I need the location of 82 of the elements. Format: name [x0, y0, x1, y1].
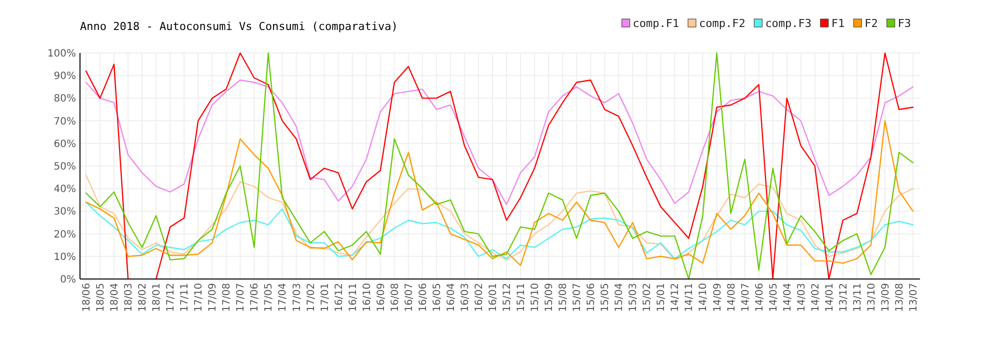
x-tick-label: 16/05 — [432, 283, 443, 312]
x-tick-label: 14/06 — [754, 283, 766, 312]
x-tick-label: 15/05 — [600, 283, 612, 312]
x-tick-label: 16/04 — [446, 283, 457, 312]
y-tick-label: 40% — [54, 184, 76, 196]
x-tick-label: 17/08 — [222, 283, 233, 312]
x-tick-label: 14/04 — [782, 283, 794, 312]
x-tick-label: 14/12 — [670, 283, 682, 312]
line-series — [85, 202, 914, 260]
x-tick-label: 13/10 — [866, 283, 878, 312]
legend-label: comp.F2 — [699, 17, 746, 30]
legend-label: F1 — [831, 17, 845, 30]
x-tick-label: 17/02 — [306, 283, 317, 312]
y-tick-label: 60% — [54, 138, 76, 150]
x-tick-label: 14/02 — [810, 283, 822, 312]
y-tick-label: 80% — [54, 94, 76, 105]
x-tick-label: 16/06 — [418, 283, 429, 312]
x-tick-label: 14/03 — [796, 283, 808, 312]
y-tick-label: 0% — [60, 274, 76, 286]
x-tick-label: 15/07 — [572, 283, 584, 312]
x-tick-label: 16/02 — [474, 283, 485, 312]
y-tick-label: 10% — [54, 252, 76, 263]
y-tick-label: 20% — [54, 229, 76, 240]
x-tick-label: 18/03 — [124, 283, 135, 312]
x-tick-label: 14/01 — [824, 283, 836, 312]
y-tick-label: 90% — [54, 71, 76, 82]
line-series — [85, 120, 914, 266]
x-tick-label: 18/01 — [152, 283, 163, 312]
legend-label: F2 — [864, 17, 878, 30]
x-tick-label: 15/11 — [516, 283, 528, 312]
legend-label: comp.F1 — [632, 17, 680, 30]
x-tick-label: 14/08 — [726, 283, 738, 312]
x-tick-label: 13/07 — [908, 283, 920, 312]
x-tick-label: 14/11 — [684, 283, 696, 312]
x-tick-label: 14/05 — [768, 283, 780, 312]
x-tick-label: 17/04 — [278, 283, 289, 312]
line-series — [85, 80, 914, 206]
x-tick-label: 15/01 — [656, 283, 668, 312]
x-tick-label: 17/07 — [236, 283, 247, 312]
x-tick-label: 18/04 — [110, 283, 121, 312]
x-tick-label: 13/09 — [880, 283, 892, 312]
x-tick-label: 17/10 — [194, 283, 205, 312]
y-tick-label: 50% — [54, 162, 76, 172]
legend-label: comp.F3 — [765, 17, 812, 30]
x-tick-label: 16/01 — [488, 283, 499, 312]
x-tick-label: 16/12 — [334, 283, 345, 312]
x-tick-label: 13/11 — [852, 283, 864, 312]
x-tick-label: 17/01 — [320, 283, 331, 312]
x-tick-label: 15/02 — [642, 283, 654, 312]
x-tick-label: 14/07 — [740, 283, 752, 312]
x-tick-label: 18/06 — [82, 283, 92, 312]
y-tick-label: 100% — [47, 48, 76, 60]
x-tick-label: 15/09 — [544, 283, 556, 312]
x-tick-label: 15/08 — [558, 283, 570, 312]
x-tick-label: 16/07 — [404, 283, 415, 312]
x-tick-label: 17/11 — [180, 283, 191, 312]
x-tick-label: 16/10 — [362, 283, 373, 312]
x-tick-label: 15/04 — [614, 283, 626, 312]
x-tick-label: 15/10 — [530, 283, 542, 312]
x-tick-label: 14/10 — [698, 283, 710, 312]
x-tick-label: 13/08 — [894, 283, 906, 312]
x-tick-label: 15/03 — [628, 283, 640, 312]
x-tick-label: 18/05 — [96, 283, 107, 312]
x-tick-label: 15/12 — [502, 283, 514, 312]
x-tick-label: 16/08 — [390, 283, 401, 312]
x-tick-label: 17/12 — [166, 283, 177, 312]
x-tick-label: 17/03 — [292, 283, 303, 312]
legend-label: F3 — [898, 17, 912, 30]
x-tick-label: 17/05 — [264, 283, 275, 312]
x-tick-label: 16/03 — [460, 283, 471, 312]
x-tick-label: 17/09 — [208, 283, 219, 312]
x-tick-label: 16/11 — [348, 283, 359, 312]
y-tick-label: 70% — [54, 116, 76, 128]
chart-title: Anno 2018 - Autoconsumi Vs Consumi (comparativa) — [80, 20, 398, 33]
x-tick-label: 17/06 — [250, 283, 261, 312]
x-tick-label: 16/09 — [376, 283, 387, 312]
line-series — [85, 174, 914, 260]
x-tick-label: 18/02 — [138, 283, 149, 312]
x-tick-label: 14/09 — [712, 283, 724, 312]
x-tick-label: 15/06 — [586, 283, 598, 312]
y-tick-label: 30% — [54, 206, 76, 218]
x-tick-label: 13/12 — [838, 283, 850, 312]
